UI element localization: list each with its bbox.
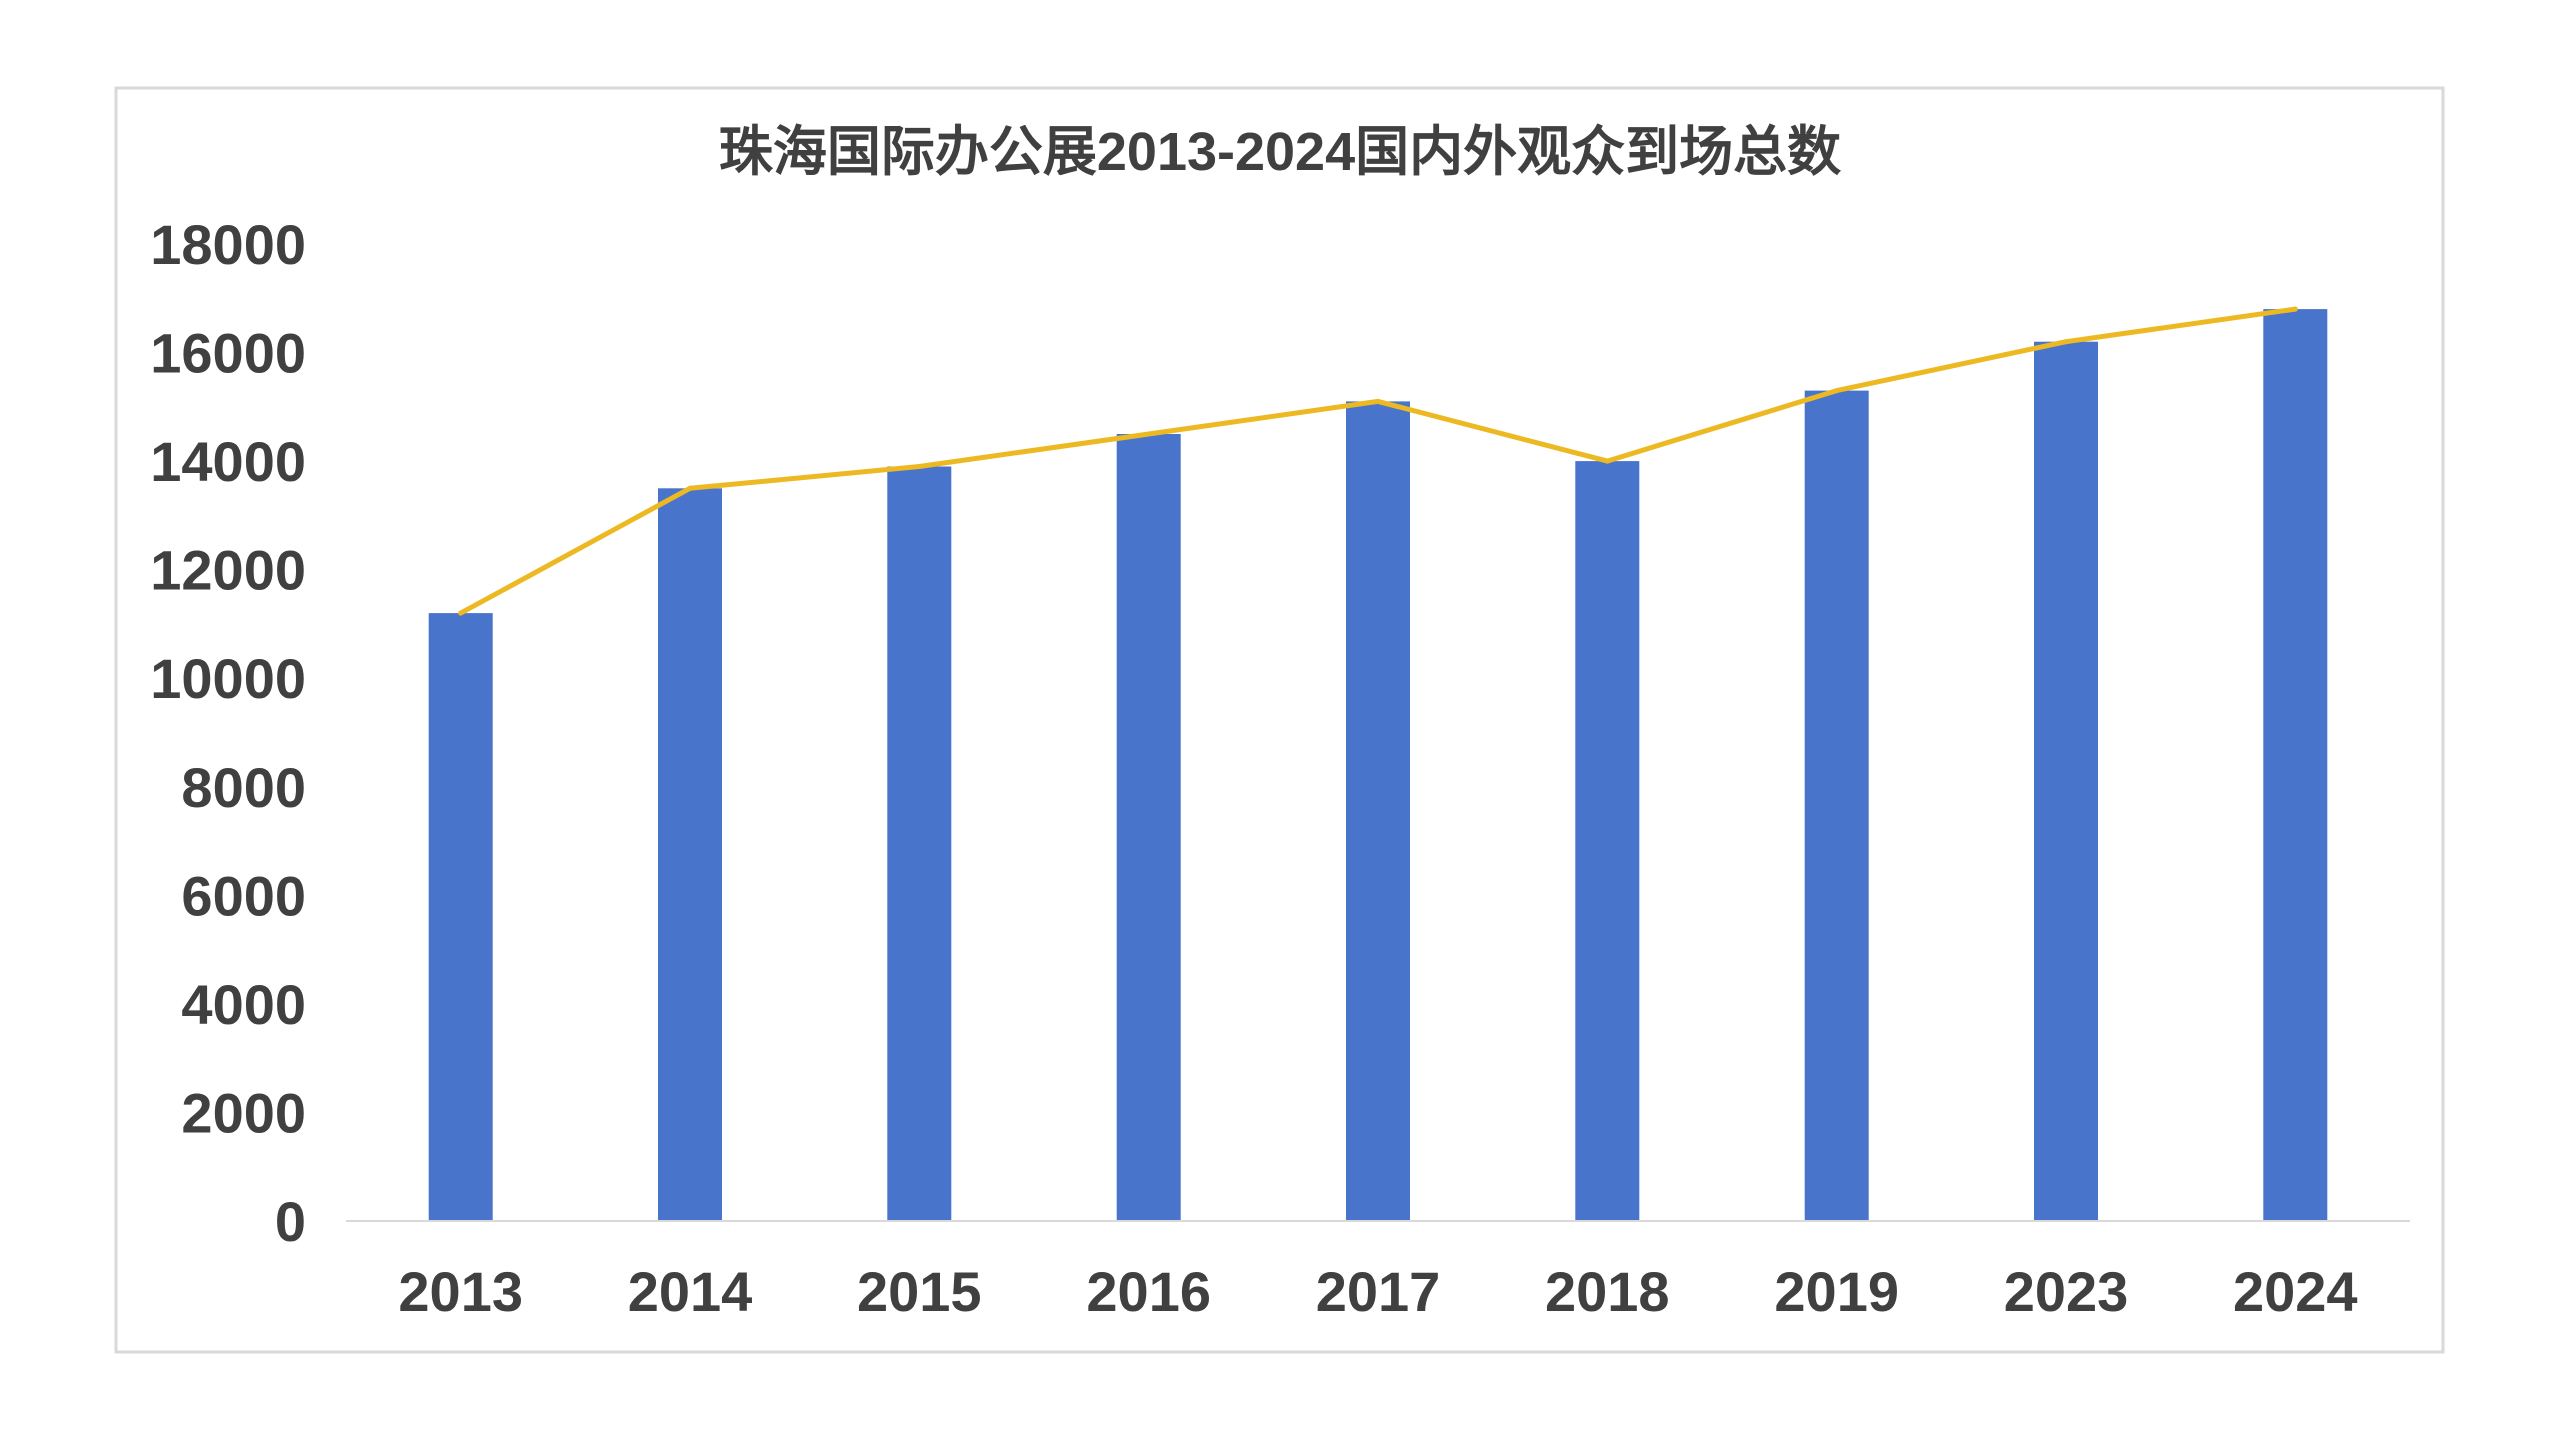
line-segment-2016-2017 bbox=[1146, 398, 1381, 437]
bar-2013 bbox=[428, 613, 493, 1221]
line-segment-2018-2019 bbox=[1604, 388, 1840, 464]
x-tick-label-2014: 2014 bbox=[628, 1260, 753, 1323]
line-segment-2014-2015 bbox=[687, 464, 922, 491]
line-point-2015 bbox=[916, 464, 922, 469]
bar-2019 bbox=[1804, 390, 1869, 1222]
line-point-2024 bbox=[2292, 306, 2298, 312]
x-tick-label-2024: 2024 bbox=[2233, 1260, 2358, 1323]
line-series bbox=[458, 306, 2298, 616]
y-tick-label-4000: 4000 bbox=[181, 973, 306, 1036]
line-point-2018 bbox=[1604, 458, 1610, 464]
x-tick-label-2016: 2016 bbox=[1086, 1260, 1211, 1323]
y-tick-label-8000: 8000 bbox=[181, 756, 306, 819]
bar-series bbox=[428, 309, 2328, 1222]
y-tick-label-10000: 10000 bbox=[150, 647, 306, 710]
x-tick-label-2023: 2023 bbox=[2004, 1260, 2129, 1323]
y-axis-tick-labels: 0 2000 4000 6000 8000 10000 12000 14000 16000 180… bbox=[150, 213, 306, 1253]
y-tick-label-2000: 2000 bbox=[181, 1081, 306, 1144]
x-tick-label-2019: 2019 bbox=[1774, 1260, 1899, 1323]
bar-2015 bbox=[887, 466, 952, 1221]
y-tick-label-14000: 14000 bbox=[150, 430, 306, 493]
bar-2023 bbox=[2034, 341, 2098, 1221]
y-tick-label-16000: 16000 bbox=[150, 322, 306, 385]
y-tick-label-6000: 6000 bbox=[181, 864, 306, 927]
y-tick-label-18000: 18000 bbox=[150, 213, 306, 276]
y-tick-label-12000: 12000 bbox=[150, 539, 306, 602]
line-point-2013 bbox=[458, 610, 464, 616]
line-segment-2015-2016 bbox=[916, 431, 1152, 469]
line-point-2019 bbox=[1834, 388, 1840, 394]
x-axis-tick-labels: 2013 2014 2015 2016 2017 2018 2019 2023 2024 bbox=[398, 1260, 2357, 1323]
line-segment-2013-2014 bbox=[458, 485, 693, 616]
line-segment-2017-2018 bbox=[1375, 398, 1610, 464]
bar-2024 bbox=[2263, 309, 2328, 1222]
line-point-2023 bbox=[2063, 339, 2069, 345]
bar-2017 bbox=[1346, 401, 1410, 1221]
bar-2016 bbox=[1116, 434, 1181, 1221]
x-tick-label-2017: 2017 bbox=[1316, 1260, 1441, 1323]
y-tick-label-0: 0 bbox=[275, 1190, 306, 1253]
x-tick-label-2015: 2015 bbox=[857, 1260, 982, 1323]
bar-2014 bbox=[658, 488, 722, 1222]
bar-2018 bbox=[1575, 461, 1640, 1222]
line-point-2017 bbox=[1375, 398, 1381, 404]
line-point-2016 bbox=[1146, 431, 1152, 437]
x-tick-label-2018: 2018 bbox=[1545, 1260, 1670, 1323]
chart-title: 珠海国际办公展2013-2024国内外观众到场总数 bbox=[719, 122, 1841, 182]
line-segment-2019-2023 bbox=[1834, 339, 2069, 394]
x-tick-label-2013: 2013 bbox=[398, 1260, 523, 1323]
line-segment-2023-2024 bbox=[2063, 306, 2298, 345]
line-point-2014 bbox=[687, 485, 693, 491]
